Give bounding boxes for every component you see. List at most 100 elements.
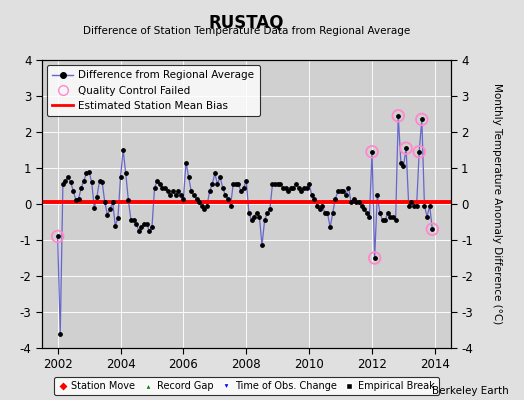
Point	[266, 206, 274, 213]
Point	[376, 210, 384, 216]
Point	[357, 202, 366, 209]
Point	[205, 188, 214, 195]
Point	[339, 188, 347, 195]
Point	[242, 178, 250, 184]
Point	[384, 210, 392, 216]
Point	[247, 217, 256, 223]
Point	[407, 199, 416, 206]
Point	[64, 174, 72, 180]
Point	[200, 206, 209, 213]
Point	[268, 181, 277, 187]
Point	[166, 192, 174, 198]
Point	[95, 178, 104, 184]
Point	[239, 185, 248, 191]
Point	[119, 147, 127, 153]
Point	[402, 145, 410, 151]
Point	[140, 221, 148, 227]
Point	[415, 149, 423, 155]
Point	[308, 192, 316, 198]
Point	[153, 178, 161, 184]
Point	[198, 202, 206, 209]
Point	[177, 192, 185, 198]
Point	[302, 185, 311, 191]
Point	[271, 181, 279, 187]
Point	[418, 116, 426, 122]
Point	[294, 185, 303, 191]
Point	[297, 188, 305, 195]
Point	[373, 192, 381, 198]
Point	[305, 181, 313, 187]
Point	[336, 188, 345, 195]
Point	[378, 217, 387, 223]
Point	[221, 192, 230, 198]
Point	[394, 113, 402, 119]
Point	[101, 199, 109, 206]
Point	[179, 195, 188, 202]
Point	[253, 210, 261, 216]
Point	[171, 192, 180, 198]
Point	[318, 202, 326, 209]
Point	[289, 185, 298, 191]
Point	[397, 159, 405, 166]
Point	[381, 217, 389, 223]
Point	[226, 202, 235, 209]
Point	[300, 185, 308, 191]
Point	[145, 228, 154, 234]
Point	[103, 212, 112, 218]
Point	[143, 221, 151, 227]
Point	[399, 163, 408, 170]
Point	[255, 214, 264, 220]
Point	[184, 174, 193, 180]
Point	[216, 174, 224, 180]
Point	[389, 214, 397, 220]
Point	[129, 217, 138, 223]
Point	[329, 210, 337, 216]
Point	[284, 188, 292, 195]
Point	[90, 204, 99, 211]
Point	[98, 179, 106, 186]
Point	[158, 185, 167, 191]
Point	[391, 217, 400, 223]
Point	[61, 178, 70, 184]
Point	[190, 192, 198, 198]
Point	[365, 214, 374, 220]
Point	[156, 181, 164, 187]
Point	[245, 210, 253, 216]
Point	[59, 181, 67, 187]
Point	[412, 202, 421, 209]
Point	[114, 215, 122, 222]
Point	[93, 194, 101, 200]
Point	[224, 195, 232, 202]
Point	[163, 188, 172, 195]
Point	[208, 181, 216, 187]
Point	[420, 202, 429, 209]
Point	[127, 217, 135, 223]
Point	[344, 185, 353, 191]
Point	[195, 199, 203, 206]
Point	[274, 181, 282, 187]
Point	[150, 185, 159, 191]
Point	[108, 199, 117, 206]
Point	[315, 206, 324, 213]
Point	[122, 170, 130, 177]
Legend: Station Move, Record Gap, Time of Obs. Change, Empirical Break: Station Move, Record Gap, Time of Obs. C…	[54, 377, 439, 395]
Point	[137, 224, 146, 230]
Point	[352, 199, 361, 206]
Point	[219, 185, 227, 191]
Point	[370, 255, 379, 261]
Point	[82, 170, 91, 177]
Point	[85, 168, 93, 175]
Point	[174, 188, 182, 195]
Point	[161, 185, 169, 191]
Point	[279, 185, 287, 191]
Point	[394, 113, 402, 119]
Point	[234, 181, 243, 187]
Point	[258, 242, 266, 248]
Point	[232, 181, 240, 187]
Point	[415, 149, 423, 155]
Point	[368, 149, 376, 155]
Point	[56, 330, 64, 337]
Point	[211, 170, 219, 177]
Point	[428, 226, 436, 232]
Point	[69, 188, 78, 195]
